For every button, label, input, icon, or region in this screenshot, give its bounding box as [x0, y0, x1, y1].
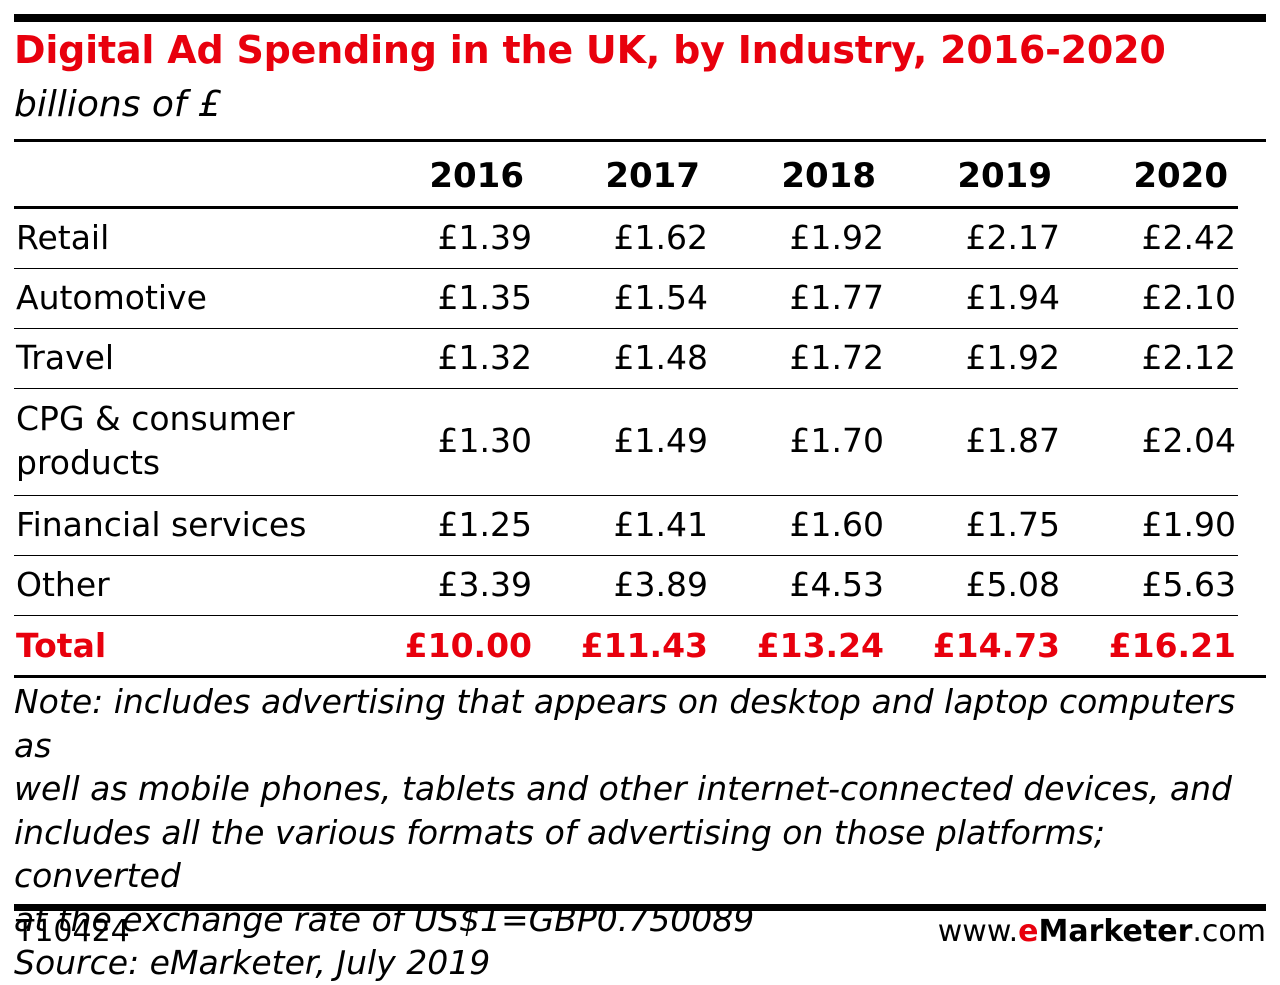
- row-label-retail: Retail: [16, 218, 110, 257]
- chart-id: T10424: [16, 914, 130, 949]
- table-cell: £1.54: [613, 278, 708, 317]
- footer-rule: [14, 904, 1266, 911]
- table-cell: £1.94: [965, 278, 1060, 317]
- table-cell: £1.48: [613, 338, 708, 377]
- table-cell: £1.92: [789, 218, 884, 257]
- brand-suffix: .com: [1192, 914, 1266, 949]
- table-cell: £4.53: [789, 565, 884, 604]
- table-cell: £2.04: [1141, 421, 1236, 460]
- table-cell: £1.25: [437, 505, 532, 544]
- table-cell-total: £16.21: [1108, 626, 1236, 665]
- row-divider: [14, 388, 1238, 389]
- row-label-cpg-line1: CPG & consumer: [16, 399, 295, 438]
- column-header-2020: 2020: [1133, 156, 1228, 196]
- table-cell-total: £10.00: [404, 626, 532, 665]
- column-header-2017: 2017: [605, 156, 700, 196]
- table-cell: £2.12: [1141, 338, 1236, 377]
- brand-name: Marketer: [1038, 914, 1193, 949]
- brand-logo: www.eMarketer.com: [938, 914, 1266, 949]
- row-divider: [14, 555, 1238, 556]
- table-cell: £1.90: [1141, 505, 1236, 544]
- table-cell: £1.39: [437, 218, 532, 257]
- top-rule: [14, 14, 1266, 22]
- table-cell: £1.77: [789, 278, 884, 317]
- column-header-2016: 2016: [429, 156, 524, 196]
- table-bottom-rule: [14, 675, 1266, 678]
- brand-prefix: www.: [937, 914, 1019, 949]
- table-cell: £1.70: [789, 421, 884, 460]
- table-cell: £1.32: [437, 338, 532, 377]
- table-cell: £1.87: [965, 421, 1060, 460]
- table-cell: £2.42: [1141, 218, 1236, 257]
- table-cell: £2.17: [965, 218, 1060, 257]
- chart-subtitle: billions of £: [14, 84, 221, 125]
- table-cell: £1.60: [789, 505, 884, 544]
- table-cell: £1.30: [437, 421, 532, 460]
- brand-accent: e: [1018, 914, 1039, 949]
- row-label-travel: Travel: [16, 338, 115, 377]
- table-cell: £1.92: [965, 338, 1060, 377]
- table-cell: £1.75: [965, 505, 1060, 544]
- row-label-automotive: Automotive: [16, 278, 207, 317]
- row-divider: [14, 268, 1238, 269]
- table-cell: £5.63: [1141, 565, 1236, 604]
- column-header-2019: 2019: [957, 156, 1052, 196]
- note-text: Note: includes advertising that appears …: [14, 682, 1236, 939]
- table-cell: £5.08: [965, 565, 1060, 604]
- column-header-2018: 2018: [781, 156, 876, 196]
- row-label-financial-services: Financial services: [16, 505, 307, 544]
- row-label-cpg-line2: products: [16, 443, 161, 482]
- table-cell-total: £14.73: [932, 626, 1060, 665]
- chart-title: Digital Ad Spending in the UK, by Indust…: [14, 28, 1166, 72]
- table-cell: £1.72: [789, 338, 884, 377]
- table-cell: £1.35: [437, 278, 532, 317]
- table-cell: £1.49: [613, 421, 708, 460]
- table-cell-total: £13.24: [756, 626, 884, 665]
- table-cell: £3.39: [437, 565, 532, 604]
- row-divider: [14, 615, 1238, 616]
- table-cell: £1.62: [613, 218, 708, 257]
- table-cell-total: £11.43: [580, 626, 708, 665]
- row-divider: [14, 328, 1238, 329]
- header-top-rule: [14, 139, 1266, 142]
- header-bottom-rule: [14, 206, 1238, 209]
- table-cell: £2.10: [1141, 278, 1236, 317]
- table-cell: £1.41: [613, 505, 708, 544]
- row-divider: [14, 495, 1238, 496]
- table-cell: £3.89: [613, 565, 708, 604]
- row-label-total: Total: [16, 626, 107, 665]
- row-label-other: Other: [16, 565, 110, 604]
